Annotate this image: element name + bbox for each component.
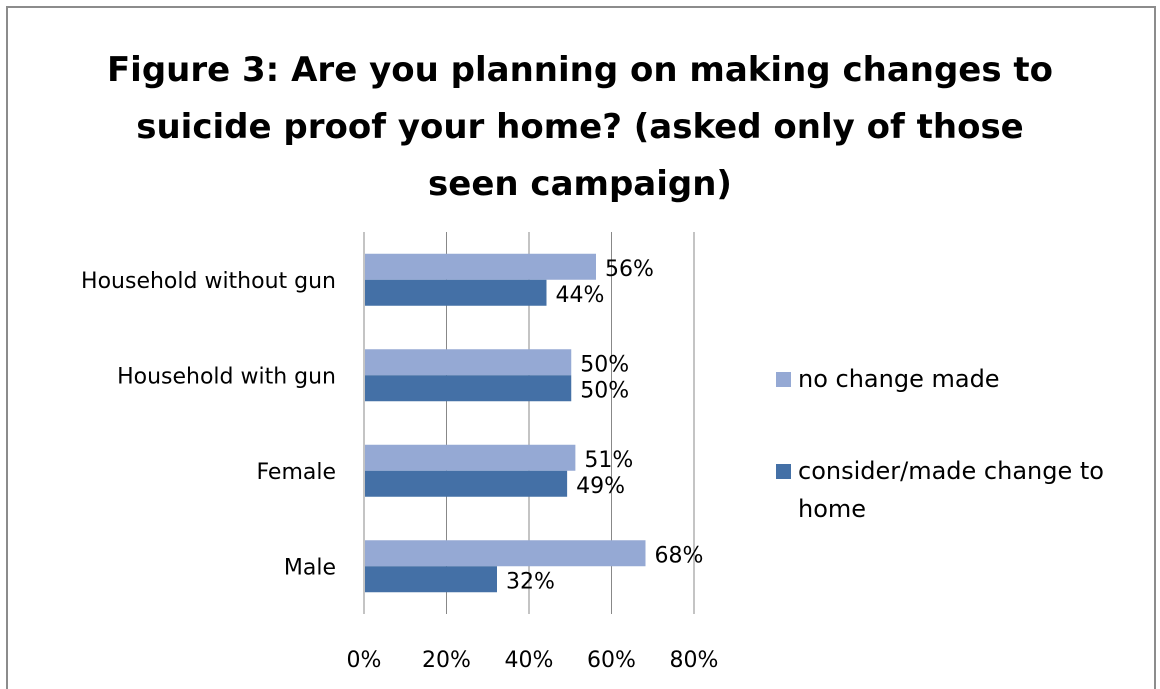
category-label: Male	[284, 555, 336, 580]
bar	[365, 253, 596, 280]
bar	[365, 349, 572, 376]
data-label: 44%	[556, 283, 605, 308]
bar	[365, 375, 572, 402]
x-tick-label: 60%	[587, 648, 636, 673]
x-tick-label: 20%	[422, 648, 471, 673]
data-label: 50%	[580, 378, 629, 403]
chart-frame	[6, 6, 1156, 689]
bar	[365, 470, 568, 497]
x-tick-label: 40%	[505, 648, 554, 673]
bar	[365, 279, 547, 306]
chart-title-line: seen campaign)	[428, 164, 732, 204]
chart-title-line: Figure 3: Are you planning on making cha…	[106, 50, 1054, 90]
legend-swatch-dark	[776, 464, 791, 479]
data-label: 56%	[605, 257, 654, 282]
data-label: 51%	[584, 448, 633, 473]
legend-label: consider/made change to home	[798, 457, 1104, 523]
x-tick-label: 80%	[670, 648, 719, 673]
data-label: 32%	[506, 569, 555, 594]
data-label: 50%	[580, 352, 629, 377]
data-label: 68%	[655, 543, 704, 568]
bar	[365, 566, 497, 593]
bar	[365, 540, 646, 567]
legend-label: no change made	[798, 365, 1000, 393]
category-label: Household with gun	[117, 364, 336, 389]
legend-item-made-change: consider/made change to home	[776, 452, 1146, 528]
category-label: Household without gun	[81, 269, 336, 294]
chart-legend: no change made consider/made change to h…	[776, 360, 1146, 528]
x-tick-label: 0%	[347, 648, 382, 673]
chart-title-line: suicide proof your home? (asked only of …	[136, 107, 1024, 147]
category-label: Female	[256, 460, 336, 485]
chart-title: Figure 3: Are you planning on making cha…	[0, 42, 1160, 213]
data-label: 49%	[576, 474, 625, 499]
bar	[365, 444, 576, 471]
legend-swatch-light	[776, 372, 791, 387]
legend-item-no-change: no change made	[776, 360, 1146, 398]
